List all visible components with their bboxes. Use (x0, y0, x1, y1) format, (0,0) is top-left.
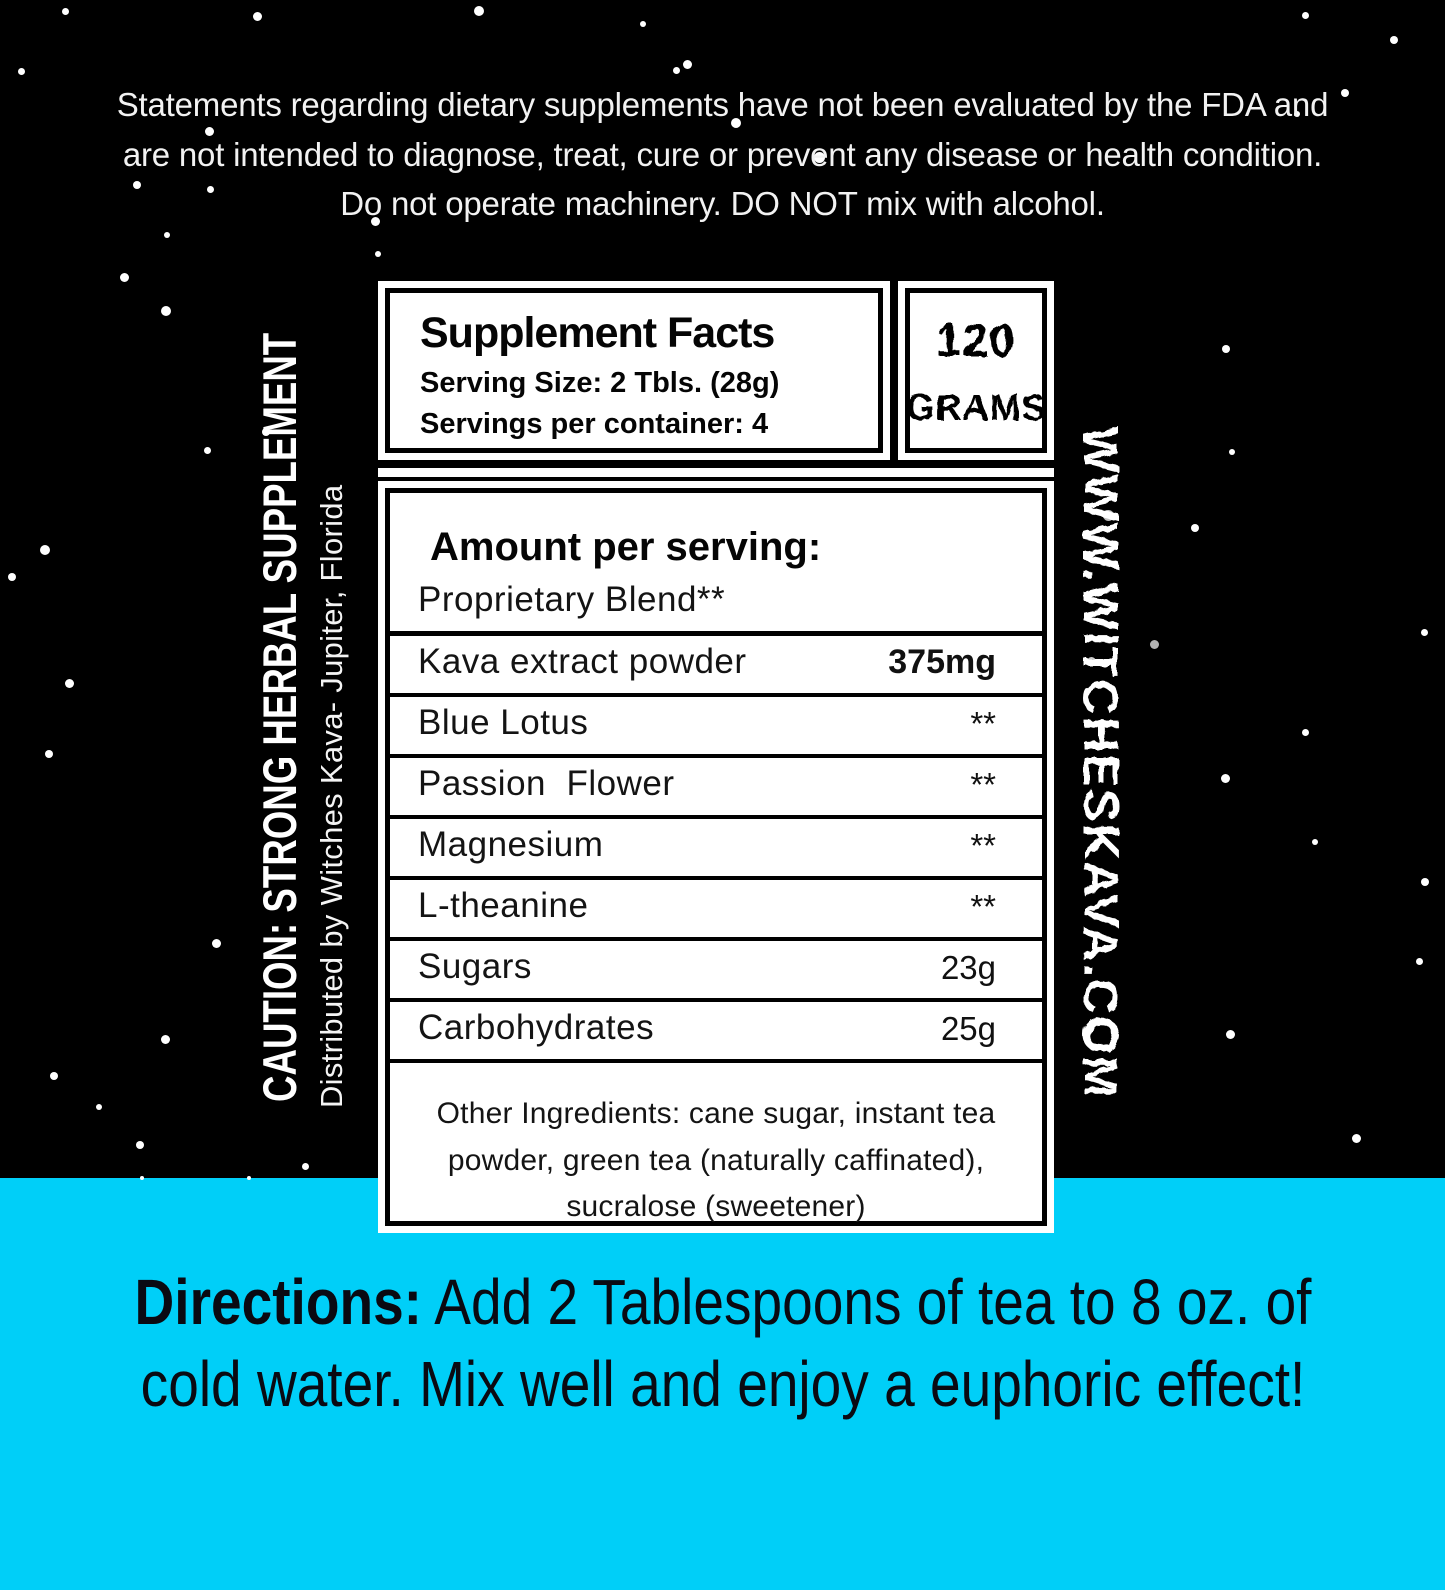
caution-label-text: CAUTION: STRONG HERBAL SUPPLEMENT (253, 332, 306, 1102)
star-dot (164, 232, 170, 238)
star-dot (1150, 640, 1159, 649)
row-label: Passion Flower (418, 764, 675, 803)
star-dot (204, 447, 211, 454)
row-value: ** (970, 766, 996, 803)
star-dot (1087, 657, 1096, 666)
row-value: 23g (940, 949, 996, 986)
star-dot (1421, 878, 1429, 886)
weight-badge-inner: 120 GRAMS (905, 288, 1047, 453)
star-dot (1352, 1134, 1361, 1143)
star-dot (1229, 449, 1235, 455)
weight-badge: 120 GRAMS (898, 281, 1054, 460)
star-dot (212, 939, 221, 948)
row-value: ** (970, 827, 996, 864)
star-dot (50, 1072, 58, 1080)
star-dot (1312, 839, 1318, 845)
star-dot (40, 545, 50, 555)
star-dot (207, 186, 214, 193)
servings-per-container-text: Servings per container: 4 (420, 408, 769, 440)
star-dot (1103, 510, 1114, 521)
star-dot (45, 750, 53, 758)
star-dot (136, 1141, 144, 1149)
row-value: 375mg (888, 643, 996, 681)
serving-size-text: Serving Size: 2 Tbls. (28g) (420, 367, 780, 399)
table-row: Sugars 23g (390, 941, 1042, 1002)
star-dot (1302, 729, 1309, 736)
star-dot (65, 679, 74, 688)
supplement-facts-header-inner: Supplement Facts Serving Size: 2 Tbls. (… (385, 288, 883, 453)
weight-value: 120 (936, 313, 1016, 366)
supplement-facts-table-inner: Amount per serving: Proprietary Blend** K… (385, 488, 1047, 1226)
supplement-facts-table-box: Amount per serving: Proprietary Blend** K… (378, 481, 1054, 1233)
star-dot (253, 12, 262, 21)
supplement-facts-title: Supplement Facts (420, 309, 775, 357)
weight-unit: GRAMS (905, 386, 1047, 428)
star-dot (683, 60, 692, 69)
star-dot (161, 306, 171, 316)
row-label: Magnesium (418, 825, 604, 864)
fda-disclaimer-text: Statements regarding dietary supplements… (116, 86, 1329, 222)
cyan-background-band (0, 1178, 1445, 1590)
star-dot (302, 1163, 309, 1170)
row-value: 25g (940, 1010, 996, 1047)
star-dot (731, 118, 741, 128)
star-dot (1221, 774, 1230, 783)
website-label: WWW.WITCHESKAVA.COM (1073, 426, 1127, 1100)
row-label: Carbohydrates (418, 1008, 655, 1047)
other-ingredients-text: Other Ingredients: cane sugar, instant t… (436, 1097, 996, 1223)
star-dot (1226, 1030, 1235, 1039)
caution-label: CAUTION: STRONG HERBAL SUPPLEMENT (252, 116, 307, 1102)
row-label: Kava extract powder (418, 642, 747, 681)
star-dot (1302, 12, 1309, 19)
row-value: ** (970, 888, 996, 925)
amount-per-serving-heading: Amount per serving: (430, 525, 822, 569)
star-dot (247, 1176, 251, 1180)
table-row: Kava extract powder 375mg (390, 636, 1042, 697)
facts-rows: Proprietary Blend** Kava extract powder 37… (390, 574, 1042, 1063)
directions-body: Add 2 Tablespoons of tea to 8 oz. of col… (140, 1266, 1311, 1420)
star-dot (62, 8, 69, 15)
star-dot (18, 68, 25, 75)
star-dot (1222, 345, 1230, 353)
row-label: Sugars (418, 947, 532, 986)
table-row: Carbohydrates 25g (390, 1002, 1042, 1063)
star-dot (375, 251, 381, 257)
table-row: Magnesium ** (390, 819, 1042, 880)
table-row: Proprietary Blend** (390, 574, 1042, 636)
star-dot (1416, 958, 1423, 965)
row-value: ** (970, 705, 996, 742)
star-dot (1341, 89, 1349, 97)
directions-label: Directions: (134, 1266, 422, 1338)
star-dot (161, 1035, 170, 1044)
star-dot (673, 67, 680, 74)
star-dot (640, 21, 646, 27)
star-dot (1421, 629, 1428, 636)
star-dot (140, 1176, 144, 1180)
star-dot (371, 217, 380, 226)
row-label: Proprietary Blend** (418, 580, 726, 619)
star-dot (133, 181, 141, 189)
star-dot (262, 428, 270, 436)
table-row: Blue Lotus ** (390, 697, 1042, 758)
star-dot (1294, 111, 1300, 117)
star-dot (205, 127, 214, 136)
star-dot (814, 152, 825, 163)
star-dot (474, 6, 484, 16)
supplement-facts-header-box: Supplement Facts Serving Size: 2 Tbls. (… (378, 281, 890, 460)
star-dot (8, 573, 16, 581)
row-label: Blue Lotus (418, 703, 589, 742)
star-dot (120, 273, 129, 282)
star-dot (96, 1104, 102, 1110)
star-dot (1191, 524, 1199, 532)
panel-separator-strip (378, 468, 1054, 477)
distributor-label: Distributed by Witches Kava- Jupiter, Fl… (314, 484, 349, 1108)
table-row: Passion Flower ** (390, 758, 1042, 819)
star-dot (1390, 36, 1398, 44)
row-label: L-theanine (418, 886, 589, 925)
table-row: L-theanine ** (390, 880, 1042, 941)
directions-text: Directions: Add 2 Tablespoons of tea to … (78, 1262, 1368, 1426)
